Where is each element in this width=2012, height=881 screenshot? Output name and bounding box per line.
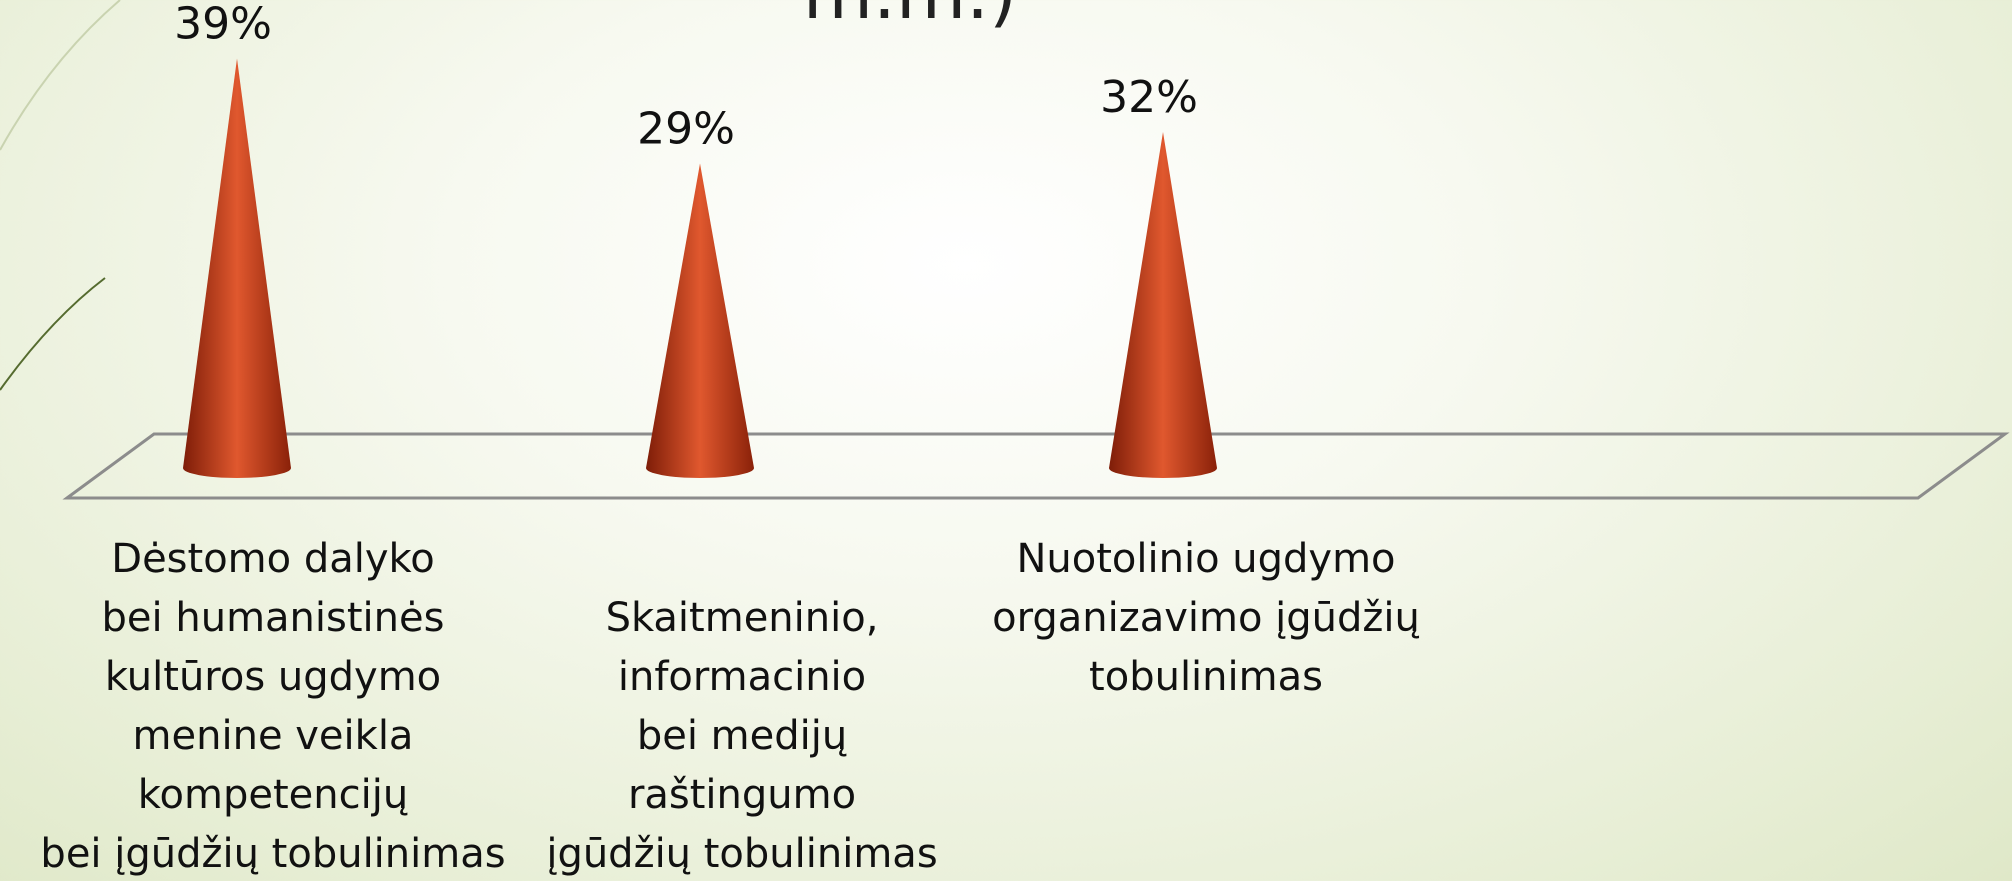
decor-curve <box>0 277 106 391</box>
cone <box>646 163 754 478</box>
category-label: Skaitmeninio, informacinio bei medijų ra… <box>546 595 938 877</box>
chart-title: m.m.) <box>803 0 1017 35</box>
floor <box>62 432 2010 500</box>
category-label: Nuotolinio ugdymo organizavimo įgūdžių t… <box>992 536 1420 700</box>
value-label: 32% <box>1100 72 1198 123</box>
cone <box>1109 132 1217 478</box>
value-label: 39% <box>174 0 272 50</box>
category-label: Dėstomo dalyko bei humanistinės kultūros… <box>40 536 506 877</box>
cone <box>183 58 291 478</box>
value-label: 29% <box>637 104 735 155</box>
decor-curve <box>0 0 121 151</box>
